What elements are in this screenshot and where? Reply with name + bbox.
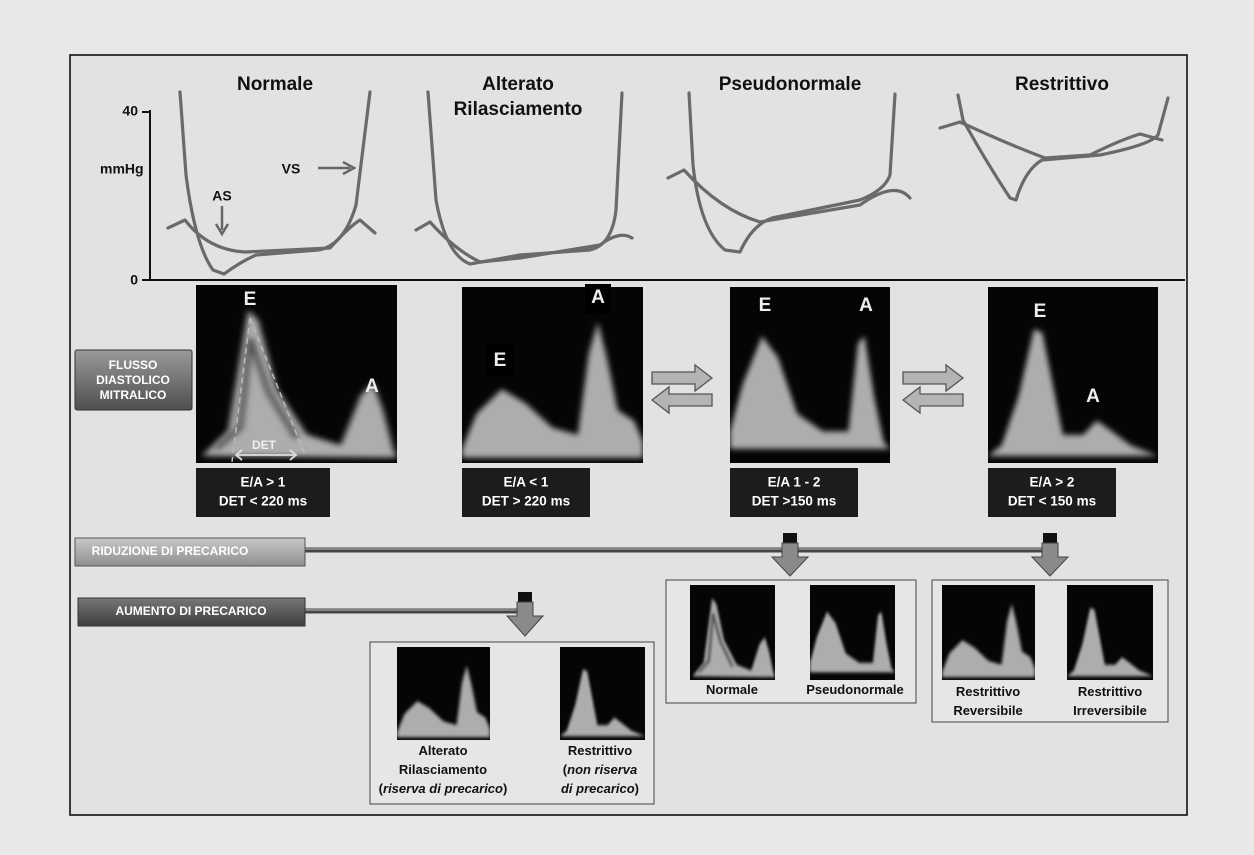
tick-label: 40	[122, 103, 138, 119]
doppler-thumb	[1067, 585, 1153, 680]
index-text: E/A > 2	[1030, 475, 1075, 490]
caption-text: Alterato	[418, 743, 467, 758]
wave-label: A	[365, 376, 379, 397]
det-arrow	[234, 449, 298, 461]
curve-label: VS	[282, 161, 301, 177]
caption-line: Alterato	[418, 743, 467, 758]
det-label: DET	[252, 438, 277, 452]
caption-text: Reversibile	[953, 703, 1022, 718]
caption-line: (non riserva	[563, 762, 637, 777]
caption-text: non riserva	[567, 762, 637, 777]
label-bg	[487, 344, 513, 376]
doppler-thumb	[690, 585, 775, 680]
flow-label: FLUSSO	[109, 358, 158, 372]
doppler-thumb	[397, 647, 490, 740]
index-text: DET >150 ms	[752, 494, 836, 509]
tick-label: 0	[130, 272, 138, 288]
doppler-thumb	[810, 585, 895, 680]
caption-text: Restrittivo	[1078, 684, 1142, 699]
flow-label: DIASTOLICO	[96, 373, 170, 387]
caption-text: Rilasciamento	[399, 762, 487, 777]
preload-button	[77, 597, 306, 627]
label-bg	[585, 284, 611, 314]
caption-line: Irreversibile	[1073, 703, 1147, 718]
arrow	[214, 206, 230, 237]
column-title: Normale	[237, 74, 313, 95]
swap-arrows	[650, 363, 965, 415]
caption-text: Pseudonormale	[806, 682, 904, 697]
caption-text: Irreversibile	[1073, 703, 1147, 718]
index-text: DET > 220 ms	[482, 494, 570, 509]
arrow	[318, 160, 357, 176]
caption-line: Pseudonormale	[806, 682, 904, 697]
caption-text: Normale	[706, 682, 758, 697]
caption-text: di precarico	[561, 781, 635, 796]
doppler-image	[196, 285, 397, 463]
caption-line: Restrittivo	[568, 743, 632, 758]
index-text: E/A > 1	[241, 475, 286, 490]
caption-text: Restrittivo	[568, 743, 632, 758]
pressure-curves	[166, 90, 1170, 276]
wave-label: E	[244, 289, 257, 310]
flow-label: MITRALICO	[100, 388, 167, 402]
wave-label: A	[591, 287, 605, 308]
column-title: Pseudonormale	[719, 74, 862, 95]
wave-label: E	[759, 295, 772, 316]
caption-text: (	[379, 781, 384, 796]
caption-line: Restrittivo	[956, 684, 1020, 699]
index-text: E/A < 1	[504, 475, 549, 490]
det-guides	[231, 317, 306, 463]
wave-label: A	[1086, 386, 1100, 407]
index-text: DET < 220 ms	[219, 494, 307, 509]
index-text: DET < 150 ms	[1008, 494, 1096, 509]
column-title: Alterato	[482, 74, 554, 95]
wave-label: A	[859, 295, 873, 316]
caption-line: (riserva di precarico)	[379, 781, 508, 796]
caption-line: Reversibile	[953, 703, 1022, 718]
column-title: Rilasciamento	[454, 99, 583, 120]
index-boxes	[196, 468, 1116, 517]
flow-label-box	[74, 349, 193, 411]
caption-text: (	[563, 762, 568, 777]
index-text: E/A 1 - 2	[768, 475, 821, 490]
caption-line: Normale	[706, 682, 758, 697]
caption-line: Restrittivo	[1078, 684, 1142, 699]
caption-text: riserva di precarico	[383, 781, 503, 796]
doppler-thumb	[942, 585, 1035, 680]
down-arrows	[770, 533, 1070, 577]
preload-label: RIDUZIONE DI PRECARICO	[92, 544, 249, 558]
wave-label: E	[494, 350, 507, 371]
doppler-thumb	[560, 647, 645, 740]
preload-button	[74, 537, 306, 567]
caption-text: Restrittivo	[956, 684, 1020, 699]
caption-text: )	[503, 781, 507, 796]
column-title: Restrittivo	[1015, 74, 1109, 95]
wave-label: E	[1034, 301, 1047, 322]
caption-text: )	[635, 781, 639, 796]
curve-label: AS	[212, 188, 231, 204]
captions: Normale Pseudonormale Restrittivo Reversibi…	[379, 682, 1147, 796]
caption-line: di precarico)	[561, 781, 639, 796]
preload-label: AUMENTO DI PRECARICO	[115, 604, 266, 618]
unit-label: mmHg	[100, 161, 144, 177]
doppler-image	[988, 287, 1158, 463]
caption-line: Rilasciamento	[399, 762, 487, 777]
down-arrows	[505, 592, 545, 637]
